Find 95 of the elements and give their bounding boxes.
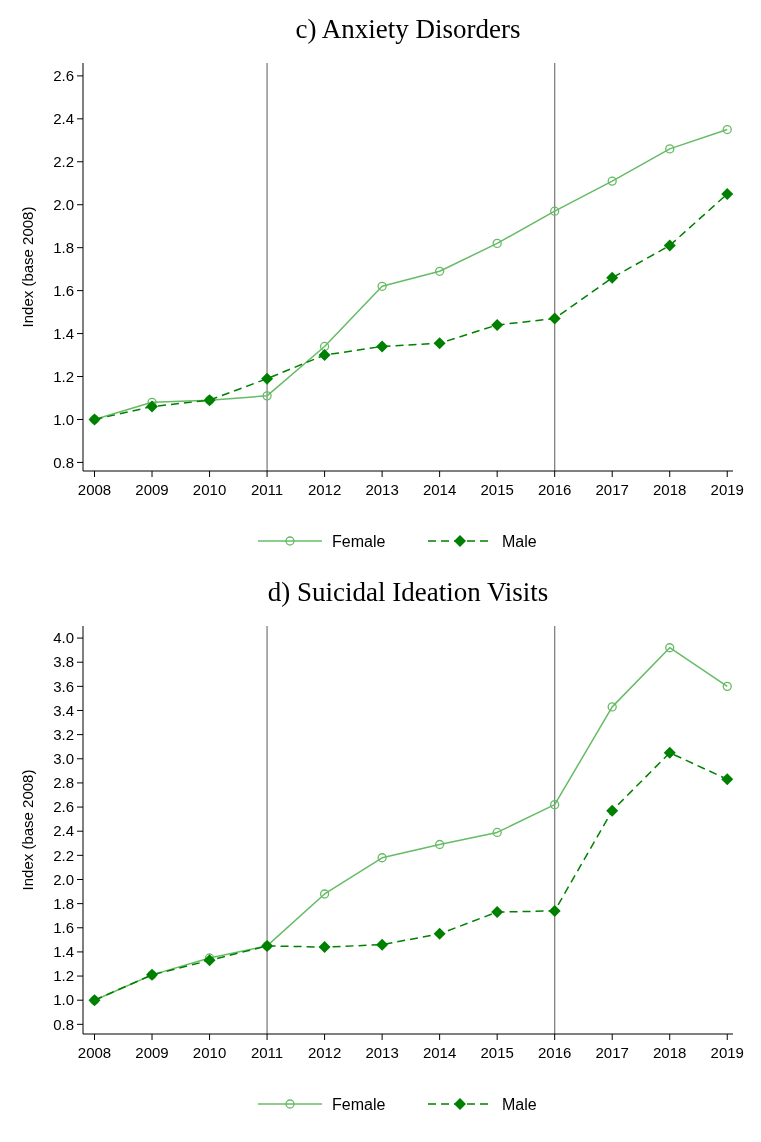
x-tick-label: 2016 (537, 1044, 572, 1061)
point (548, 904, 561, 917)
x-tick-label: 2012 (307, 481, 342, 498)
y-tick-label: 1.8 (53, 894, 74, 912)
y-axis-title: Index (base 2008) (19, 769, 36, 891)
x-tick-label: 2017 (595, 1044, 629, 1061)
y-tick-label: 1.0 (53, 991, 74, 1009)
y-tick-label: 2.4 (53, 110, 74, 128)
x-tick-label: 2010 (192, 481, 227, 498)
point (376, 938, 389, 951)
legend-label: Male (502, 1095, 537, 1113)
y-tick-label: 2.2 (53, 153, 74, 171)
x-tick-label: 2013 (365, 481, 399, 498)
point (319, 341, 330, 352)
x-tick-label: 2012 (307, 1044, 342, 1061)
point (607, 176, 617, 186)
chart-title: d) Suicidal Ideation Visits (267, 577, 549, 607)
y-tick-label: 3.6 (53, 677, 74, 695)
point (663, 239, 676, 252)
point (607, 702, 617, 712)
point (606, 271, 619, 284)
y-tick-label: 2.0 (53, 195, 74, 213)
y-tick-label: 1.6 (53, 919, 74, 937)
point (548, 312, 561, 325)
y-axis-title: Index (base 2008) (19, 206, 36, 328)
y-tick-label: 1.0 (53, 410, 74, 428)
point (433, 337, 446, 350)
y-tick-label: 1.6 (53, 281, 74, 299)
point (550, 206, 560, 216)
y-tick-label: 1.8 (53, 238, 74, 256)
point (262, 391, 272, 401)
point (261, 372, 274, 385)
chart-title: c) Anxiety Disorders (295, 14, 521, 44)
point (722, 124, 732, 135)
point (146, 400, 159, 413)
x-tick-label: 2011 (250, 1044, 284, 1061)
y-tick-label: 1.2 (53, 367, 74, 385)
point (319, 889, 330, 899)
legend-label: Female (332, 1095, 386, 1113)
x-tick-label: 2015 (480, 481, 514, 498)
point (721, 773, 734, 786)
y-tick-label: 3.0 (53, 750, 74, 768)
y-tick-label: 3.2 (53, 725, 74, 743)
y-tick-label: 0.8 (53, 1015, 74, 1033)
y-tick-label: 0.8 (53, 453, 74, 471)
y-tick-label: 3.8 (53, 653, 74, 671)
point (433, 927, 446, 940)
x-tick-label: 2009 (135, 481, 169, 498)
y-tick-label: 2.4 (53, 822, 74, 840)
x-tick-label: 2015 (480, 1044, 514, 1061)
x-tick-label: 2010 (192, 1044, 227, 1061)
point (550, 800, 560, 810)
x-tick-label: 2019 (710, 1044, 744, 1061)
y-tick-label: 2.6 (53, 67, 74, 85)
y-tick-label: 2.2 (53, 846, 74, 864)
legend-label: Female (332, 532, 386, 550)
point (722, 681, 732, 692)
point (434, 839, 445, 850)
x-tick-label: 2018 (653, 1044, 687, 1061)
point (377, 281, 387, 291)
y-tick-label: 2.8 (53, 774, 74, 792)
y-tick-label: 4.0 (53, 629, 74, 647)
x-tick-label: 2014 (422, 1044, 457, 1061)
point (318, 941, 331, 954)
point (318, 349, 331, 362)
legend-label: Male (502, 532, 537, 550)
point (434, 266, 445, 276)
y-tick-label: 2.0 (53, 870, 74, 888)
point (203, 954, 216, 967)
x-tick-label: 2014 (422, 481, 457, 498)
point (491, 318, 504, 331)
point (491, 906, 504, 919)
y-tick-label: 1.4 (53, 943, 74, 961)
point (492, 827, 502, 838)
x-tick-label: 2016 (537, 481, 572, 498)
point (665, 643, 675, 653)
point (492, 238, 502, 249)
y-tick-label: 1.4 (53, 324, 74, 342)
point (665, 144, 675, 154)
y-tick-label: 1.2 (53, 967, 74, 985)
y-tick-label: 3.4 (53, 701, 74, 719)
y-tick-label: 2.6 (53, 798, 74, 816)
x-tick-label: 2019 (710, 481, 744, 498)
point (376, 340, 389, 353)
x-tick-label: 2011 (250, 481, 284, 498)
point (606, 804, 619, 817)
x-tick-label: 2008 (77, 1044, 112, 1061)
x-tick-label: 2017 (595, 481, 629, 498)
x-tick-label: 2018 (653, 481, 687, 498)
x-tick-label: 2009 (135, 1044, 169, 1061)
x-tick-label: 2008 (77, 481, 112, 498)
point (663, 746, 676, 759)
point (377, 853, 387, 863)
x-tick-label: 2013 (365, 1044, 399, 1061)
point (721, 187, 734, 200)
